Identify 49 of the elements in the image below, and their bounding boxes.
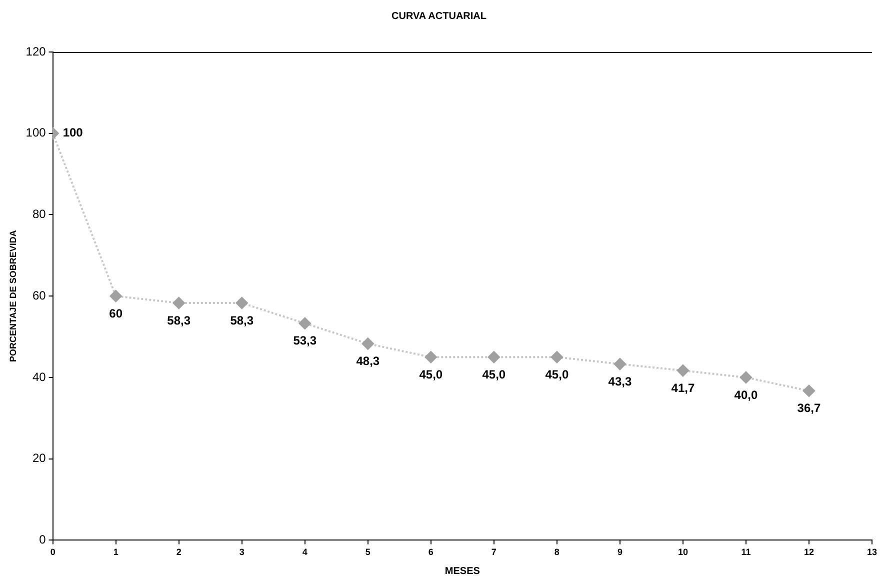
point — [172, 297, 185, 310]
point — [236, 297, 248, 310]
point — [614, 358, 626, 370]
point — [488, 351, 500, 364]
data-label: 100 — [62, 126, 84, 140]
data-label: 45,0 — [482, 367, 506, 382]
data-label: 41,7 — [671, 380, 695, 395]
x-tick-label: 11 — [741, 547, 751, 558]
x-axis-title: MESES — [444, 566, 480, 577]
y-tick-label: 60 — [32, 288, 46, 302]
data-label: 36,7 — [797, 401, 821, 416]
point — [362, 338, 374, 350]
data-label: 60 — [109, 306, 123, 320]
x-tick-label: 6 — [428, 547, 434, 558]
x-tick-label: 3 — [239, 547, 244, 558]
x-tick-label: 7 — [491, 547, 496, 558]
data-label: 40,0 — [734, 388, 758, 402]
y-tick-label: 120 — [26, 44, 46, 58]
point — [110, 290, 122, 302]
data-label: 58,3 — [167, 313, 191, 328]
y-tick-label: 80 — [32, 207, 46, 222]
point — [676, 364, 689, 377]
point — [550, 351, 563, 364]
data-label: 45,0 — [545, 367, 569, 382]
x-tick-label: 1 — [113, 547, 118, 558]
x-tick-label: 4 — [302, 547, 308, 558]
y-tick-label: 20 — [32, 451, 46, 466]
data-label: 53,3 — [293, 334, 317, 348]
x-tick-label: 13 — [866, 547, 877, 558]
x-tick-label: 2 — [176, 547, 182, 558]
data-label: 45,0 — [419, 367, 443, 382]
data-label: 43,3 — [608, 374, 632, 388]
point — [424, 351, 437, 364]
x-tick-label: 10 — [678, 547, 688, 558]
x-tick-label: 8 — [554, 547, 560, 558]
y-axis-title: PORCENTAJE DE SOBREVIDA — [8, 230, 18, 362]
x-tick-label: 5 — [365, 547, 370, 558]
x-tick-label: 0 — [50, 547, 56, 558]
point — [740, 371, 752, 384]
chart-title: CURVA ACTUARIAL — [392, 10, 486, 22]
point — [298, 317, 311, 330]
x-tick-label: 9 — [617, 547, 622, 558]
data-label: 48,3 — [356, 354, 380, 368]
y-tick-label: 0 — [39, 532, 46, 547]
y-tick-label: 100 — [26, 126, 46, 140]
data-label: 58,3 — [230, 313, 254, 328]
point — [802, 384, 815, 397]
x-tick-label: 12 — [804, 547, 814, 558]
y-tick-label: 40 — [32, 370, 46, 384]
